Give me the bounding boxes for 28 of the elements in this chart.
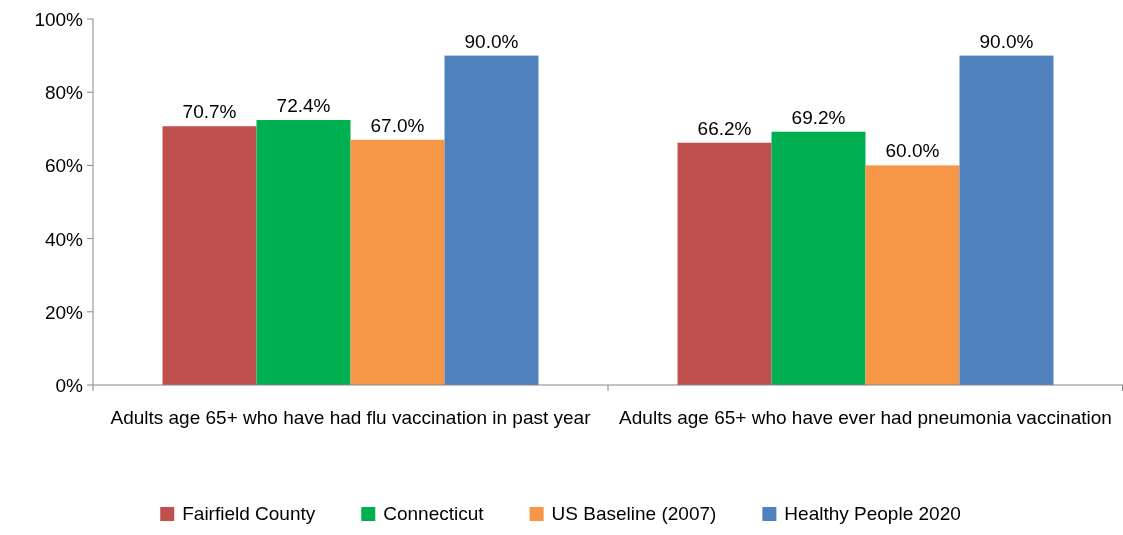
y-tick-label: 0% [55,375,84,396]
data-label: 90.0% [464,30,519,52]
data-label: 67.0% [370,114,425,136]
data-label: 69.2% [791,106,846,128]
bar [444,55,539,385]
y-tick-label: 80% [44,82,84,104]
data-label: 70.7% [182,101,237,123]
bar [256,120,351,385]
legend-label: Healthy People 2020 [784,503,961,524]
y-tick-label: 40% [44,228,84,250]
bar [677,142,772,385]
bar [350,139,445,385]
data-label: 60.0% [885,140,940,162]
legend-label: Fairfield County [182,503,316,524]
data-label: 72.4% [276,95,331,117]
y-tick-label: 20% [44,301,84,323]
data-label: 90.0% [979,30,1034,52]
bar [865,165,960,385]
y-tick-label: 100% [34,9,84,30]
bar [771,131,866,385]
x-tick-label: Adults age 65+ who have had flu vaccination in past year [110,407,592,428]
legend-label: US Baseline (2007) [551,503,717,524]
data-label: 66.2% [697,117,752,139]
bar [959,55,1054,385]
bar [162,126,257,385]
y-tick-label: 60% [44,155,84,177]
x-tick-label: Adults age 65+ who have ever had pneumonia vaccination [619,407,1112,428]
legend-label: Connecticut [383,503,485,524]
